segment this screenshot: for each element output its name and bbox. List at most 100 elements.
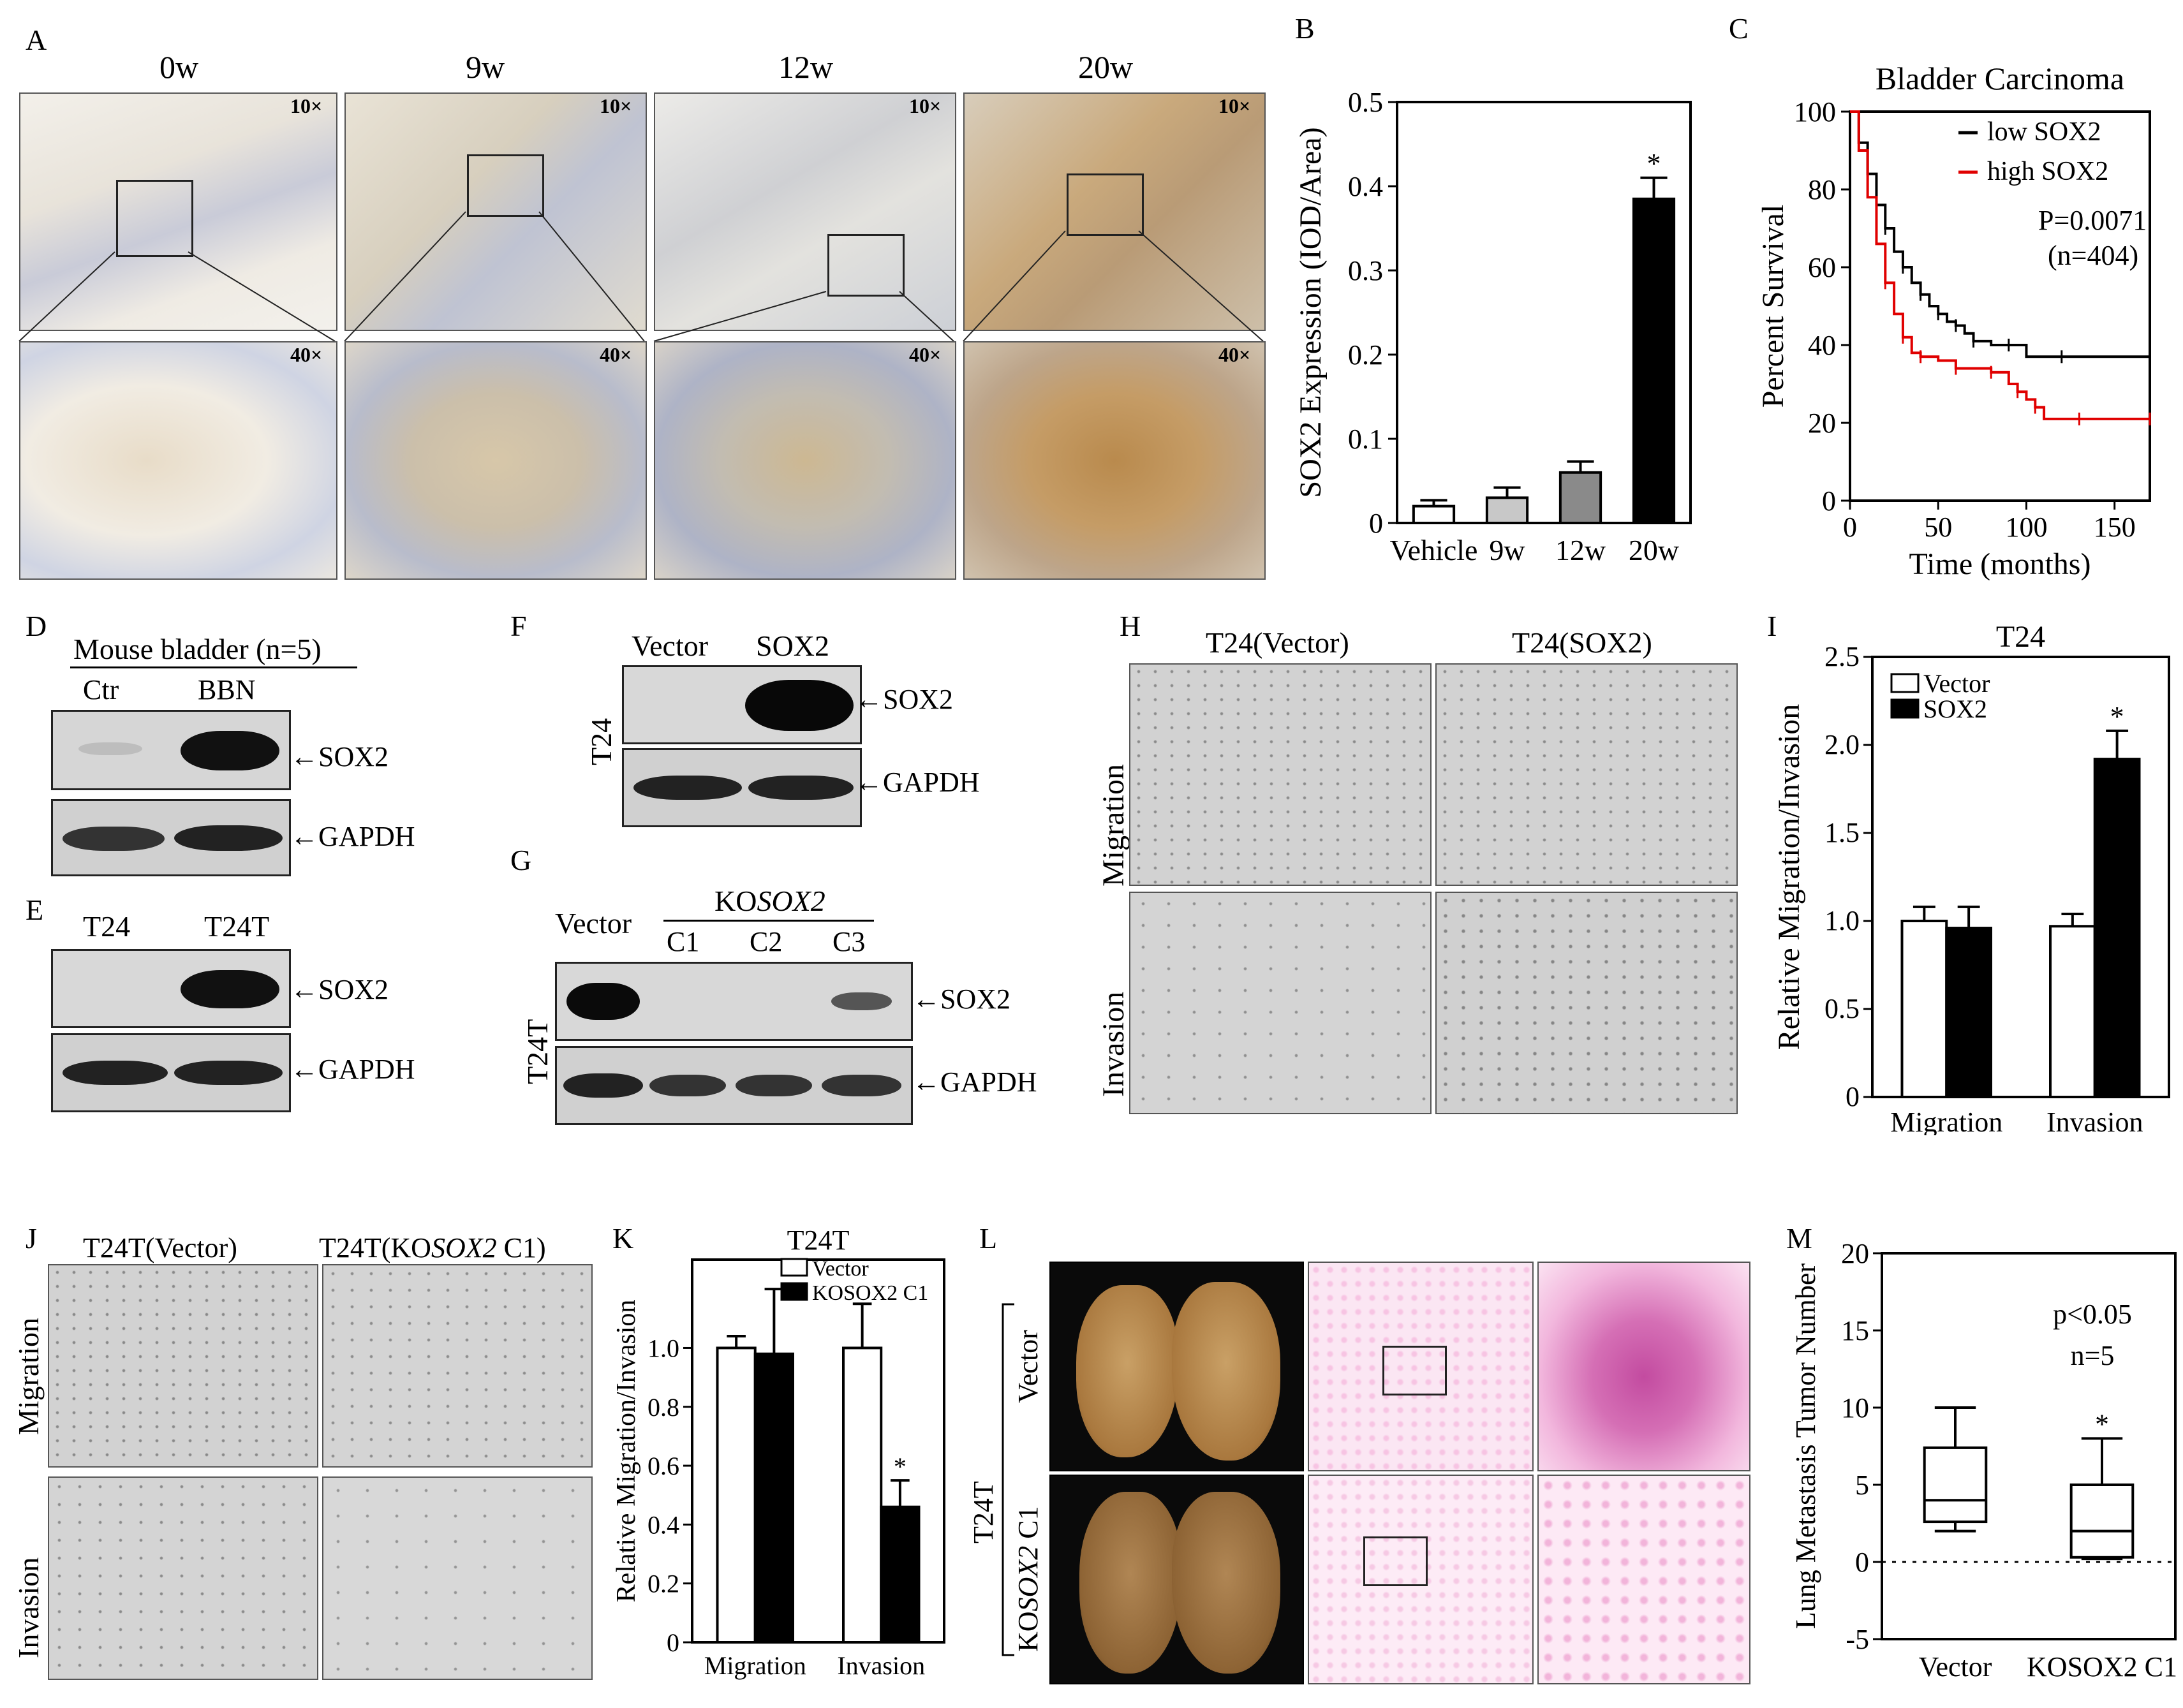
zoom-box bbox=[827, 234, 905, 297]
bar-Vehicle bbox=[1412, 504, 1456, 524]
clone-c2: C2 bbox=[750, 926, 783, 957]
mag-label: 10× bbox=[909, 94, 942, 117]
ihc-image-20w-10x bbox=[963, 92, 1266, 331]
band bbox=[63, 827, 165, 851]
panel-letter-a: A bbox=[26, 24, 47, 56]
mag-label: 10× bbox=[600, 94, 632, 117]
panel-letter-l: L bbox=[979, 1222, 998, 1255]
migration-image-vector bbox=[1129, 663, 1432, 886]
y-tick-label: 10 bbox=[1841, 1392, 1869, 1424]
sample-size: (n=404) bbox=[2048, 240, 2138, 271]
bar-Invasion-1 bbox=[880, 1505, 921, 1644]
chart-c: Bladder Carcinoma 0 20 40 60 80 100 0 50 100 150 lo… bbox=[1756, 61, 2151, 581]
band bbox=[748, 776, 854, 800]
x-tick-label: 100 bbox=[2005, 512, 2047, 543]
panel-letter-g: G bbox=[510, 844, 532, 876]
bar-Migration-1 bbox=[753, 1352, 794, 1644]
blot-gapdh bbox=[51, 1033, 291, 1112]
legend-label: KOSOX2 C1 bbox=[812, 1281, 928, 1305]
lane-t24: T24 bbox=[83, 910, 131, 943]
y-tick-label: 1.5 bbox=[1824, 817, 1860, 848]
legend-swatch bbox=[1890, 698, 1920, 719]
lung-lobe bbox=[1172, 1492, 1280, 1674]
band bbox=[822, 1075, 901, 1096]
chart-title: T24T bbox=[787, 1225, 850, 1256]
timepoint-12w: 12w bbox=[778, 49, 834, 85]
ihc-image-12w-40x bbox=[654, 341, 956, 580]
survival-curve-high bbox=[1850, 110, 2150, 420]
target-gapdh: ←GAPDH bbox=[290, 821, 415, 852]
y-tick-label: 0.5 bbox=[1348, 87, 1383, 118]
zoom-box bbox=[467, 154, 544, 217]
chart-title: Bladder Carcinoma bbox=[1876, 61, 2124, 96]
ihc-image-20w-40x bbox=[963, 341, 1266, 580]
lane-bbn: BBN bbox=[198, 674, 256, 705]
mag-label: 10× bbox=[1218, 94, 1251, 117]
zoom-box bbox=[116, 180, 193, 257]
y-tick-label: 2.5 bbox=[1824, 641, 1860, 672]
zoom-box bbox=[1382, 1346, 1447, 1395]
blot-gapdh bbox=[51, 799, 291, 876]
cell-line-label: T24T bbox=[968, 1481, 999, 1543]
y-tick-label: 0.6 bbox=[648, 1452, 679, 1480]
row-invasion: Invasion bbox=[1097, 991, 1130, 1097]
ihc-image-0w-40x bbox=[19, 341, 337, 580]
mag-label: 10× bbox=[290, 94, 323, 117]
band bbox=[633, 776, 742, 800]
panel-letter-i: I bbox=[1767, 610, 1777, 642]
he-image-vector-high bbox=[1537, 1262, 1750, 1471]
bar-Migration-1 bbox=[1945, 927, 1992, 1098]
legend-swatch bbox=[780, 1282, 808, 1301]
significance-marker: * bbox=[1647, 148, 1661, 179]
legend-label: SOX2 bbox=[1923, 695, 1987, 723]
blot-sox2 bbox=[622, 665, 862, 744]
row-migration: Migration bbox=[12, 1318, 45, 1435]
y-tick-label: 0.2 bbox=[1348, 339, 1383, 371]
band bbox=[736, 1075, 812, 1096]
ko-bracket bbox=[663, 920, 874, 922]
col-t24t-vector: T24T(Vector) bbox=[83, 1232, 237, 1263]
y-tick-label: 100 bbox=[1794, 96, 1836, 128]
mag-label: 40× bbox=[1218, 343, 1251, 366]
x-tick-label: 150 bbox=[2094, 512, 2136, 543]
bar-Invasion-0 bbox=[842, 1346, 883, 1644]
migration-image-vector bbox=[48, 1264, 318, 1468]
blot-sox2 bbox=[51, 949, 291, 1028]
target-sox2: ←SOX2 bbox=[855, 684, 954, 715]
chart-title: T24 bbox=[1996, 620, 2045, 654]
x-tick-label: KOSOX2 C1 bbox=[2027, 1651, 2177, 1682]
band bbox=[174, 825, 283, 851]
x-tick-label: Invasion bbox=[2046, 1107, 2143, 1135]
band bbox=[63, 1061, 168, 1085]
target-gapdh: ←GAPDH bbox=[912, 1066, 1037, 1098]
row-invasion: Invasion bbox=[12, 1557, 45, 1658]
y-tick-label: 0 bbox=[1369, 508, 1383, 539]
x-axis-label: Time (months) bbox=[1909, 547, 2091, 581]
panel-letter-d: D bbox=[26, 610, 47, 642]
y-axis-label: Lung Metastasis Tumor Number bbox=[1790, 1263, 1821, 1630]
mag-label: 40× bbox=[600, 343, 632, 366]
y-tick-label: 0.2 bbox=[648, 1570, 679, 1598]
bar-12w bbox=[1558, 471, 1602, 524]
significance-marker: * bbox=[2095, 1408, 2109, 1439]
panel-letter-b: B bbox=[1295, 12, 1315, 45]
x-tick-label: 9w bbox=[1489, 534, 1525, 566]
target-sox2: ←SOX2 bbox=[290, 974, 389, 1005]
row-ko: KOSOX2 C1 bbox=[1012, 1506, 1044, 1652]
significance-marker: * bbox=[894, 1452, 907, 1481]
panel-letter-f: F bbox=[510, 610, 527, 642]
timepoint-0w: 0w bbox=[159, 49, 199, 85]
invasion-image-vector bbox=[48, 1476, 318, 1680]
x-tick-label: Migration bbox=[704, 1651, 806, 1680]
migration-image-ko bbox=[322, 1264, 593, 1468]
y-axis-label: Percent Survival bbox=[1756, 205, 1790, 408]
target-gapdh: ←GAPDH bbox=[855, 767, 980, 798]
band bbox=[78, 742, 142, 755]
clone-c1: C1 bbox=[667, 926, 700, 957]
ihc-image-12w-10x bbox=[654, 92, 956, 331]
y-tick-label: 0.1 bbox=[1348, 423, 1383, 455]
blot-gapdh bbox=[622, 748, 862, 827]
invasion-image-sox2 bbox=[1435, 892, 1738, 1114]
col-t24-sox2: T24(SOX2) bbox=[1512, 626, 1652, 659]
lane-sox2: SOX2 bbox=[756, 629, 830, 662]
